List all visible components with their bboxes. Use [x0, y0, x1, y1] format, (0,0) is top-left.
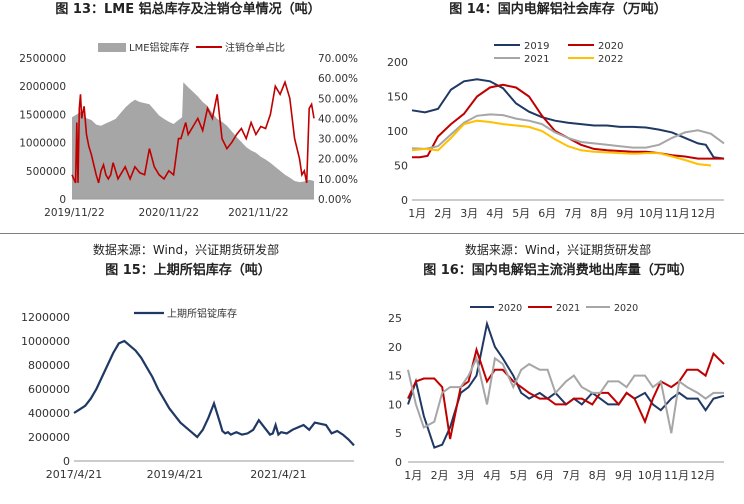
panel-fig14: 图 14：国内电解铝社会库存（万吨） 0 50 100 150 200 1月 2月 3月 4月 5…	[372, 0, 744, 230]
x-tick-label: 9月	[616, 207, 634, 220]
x-tick-label: 8月	[589, 469, 607, 482]
y-tick-label: 600000	[28, 383, 70, 396]
panel-fig16: 图 16：国内电解铝主流消费地出库量（万吨） 0 5 10 15 20 25 1月 2月 3月 4…	[372, 260, 744, 504]
chart-fig16: 0 5 10 15 20 25 1月 2月 3月 4月 5月 6月 7月 8月 9月 10月 11月 12月 202…	[388, 303, 725, 482]
x-tick-label: 2020/11/22	[139, 207, 200, 219]
legend-label-shfe-stock: 上期所铝锭库存	[167, 307, 237, 320]
y-tick-label: 800000	[28, 359, 70, 372]
y-tick-label-left: 1000000	[19, 138, 66, 150]
y-tick-label-right: 40.00%	[318, 113, 358, 125]
legend-label-0: 2020	[498, 303, 522, 314]
y-tick-label-left: 500000	[26, 166, 66, 178]
y-tick-label: 0	[395, 456, 402, 469]
series-line-2019	[411, 78, 725, 160]
y-tick-label: 50	[394, 160, 408, 173]
y-tick-label: 10	[388, 398, 402, 411]
chart-fig14: 0 50 100 150 200 1月 2月 3月 4月 5月 6月 7月 8月 9月 10月 11月 12月 2…	[387, 41, 725, 220]
panel-fig15: 图 15：上期所铝库存（吨） 0 200000 400000 600000 800000…	[8, 260, 368, 504]
x-tick-label: 2017/4/21	[46, 468, 102, 481]
y-tick-label-left: 0	[59, 194, 66, 206]
y-tick-label: 1200000	[21, 311, 70, 324]
x-tick-label: 12月	[690, 469, 715, 482]
x-tick-label: 2021/4/21	[250, 468, 306, 481]
y-tick-label-right: 60.00%	[318, 73, 358, 85]
y-tick-label: 0	[401, 194, 408, 207]
x-tick-label: 6月	[538, 207, 556, 220]
legend-label-2020: 2020	[598, 41, 623, 52]
series-line-0	[407, 319, 725, 449]
y-tick-label: 200	[387, 56, 408, 69]
series-line-2022	[411, 119, 712, 167]
legend-label-2021: 2021	[524, 54, 549, 65]
legend-label-lme-stock: LME铝锭库存	[129, 41, 190, 54]
x-tick-label: 1月	[408, 207, 426, 220]
x-tick-label: 2月	[431, 469, 449, 482]
chart-title: 图 13：LME 铝总库存及注销仓单情况（吨）	[55, 2, 321, 17]
x-tick-label: 4月	[483, 469, 501, 482]
y-tick-label: 1000000	[21, 335, 70, 348]
x-tick-label: 2021/11/22	[228, 207, 289, 219]
x-tick-label: 1月	[404, 469, 422, 482]
x-tick-label: 2月	[434, 207, 452, 220]
legend-label-2019: 2019	[524, 41, 549, 52]
y-tick-label: 0	[63, 455, 70, 468]
y-tick-label: 25	[388, 312, 402, 325]
y-tick-label: 15	[388, 370, 402, 383]
series-line-cancel-ratio	[71, 79, 315, 184]
series-line-shfe-stock	[73, 339, 355, 447]
y-tick-label: 20	[388, 341, 402, 354]
y-tick-label-right: 30.00%	[318, 134, 358, 146]
source-note-right: 数据来源：Wind，兴证期货研发部	[464, 243, 652, 257]
chart-fig15: 0 200000 400000 600000 800000 1000000 1200000 2…	[21, 307, 355, 481]
y-tick-label: 5	[395, 427, 402, 440]
x-tick-label: 5月	[510, 469, 528, 482]
y-tick-label: 150	[387, 91, 408, 104]
chart-title: 图 16：国内电解铝主流消费地出库量（万吨）	[423, 263, 693, 278]
x-tick-label: 9月	[615, 469, 633, 482]
legend-label-1: 2021	[556, 303, 580, 314]
source-note-left: 数据来源：Wind，兴证期货研发部	[92, 243, 280, 257]
x-tick-label: 2019/11/22	[44, 207, 105, 219]
x-tick-label: 4月	[486, 207, 504, 220]
divider	[0, 233, 744, 234]
x-tick-label: 10月	[638, 469, 663, 482]
series-line-2021	[411, 113, 725, 150]
y-tick-label-left: 2000000	[19, 81, 66, 93]
x-tick-label: 8月	[590, 207, 608, 220]
x-tick-label: 10月	[639, 207, 664, 220]
y-tick-label-right: 10.00%	[318, 174, 358, 186]
y-tick-label-right: 70.00%	[318, 53, 358, 65]
series-line-2	[407, 355, 724, 434]
legend-label-cancel-ratio: 注销仓单占比	[225, 41, 285, 54]
chart-fig13: 0 500000 1000000 1500000 2000000 2500000 0.00%…	[19, 41, 358, 219]
x-tick-label: 12月	[691, 207, 716, 220]
legend-label-2: 2020	[614, 303, 638, 314]
series-area-lme-stock	[72, 82, 314, 199]
x-tick-label: 11月	[664, 469, 689, 482]
legend-swatch-lme-stock	[98, 43, 126, 52]
x-tick-label: 3月	[460, 207, 478, 220]
chart-title: 图 15：上期所铝库存（吨）	[105, 263, 271, 278]
y-tick-label: 400000	[28, 407, 70, 420]
x-tick-label: 11月	[665, 207, 690, 220]
x-tick-label: 6月	[536, 469, 554, 482]
legend-label-2022: 2022	[598, 54, 623, 65]
chart-title: 图 14：国内电解铝社会库存（万吨）	[449, 2, 667, 17]
x-tick-label: 7月	[564, 207, 582, 220]
x-tick-label: 5月	[512, 207, 530, 220]
y-tick-label-right: 0.00%	[318, 194, 351, 206]
y-tick-label-left: 2500000	[19, 53, 66, 65]
panel-fig13: 图 13：LME 铝总库存及注销仓单情况（吨） 0 500000 1000000 15…	[8, 0, 368, 230]
y-tick-label: 200000	[28, 431, 70, 444]
y-tick-label-right: 50.00%	[318, 93, 358, 105]
x-tick-label: 3月	[457, 469, 475, 482]
y-tick-label-left: 1500000	[19, 109, 66, 121]
y-tick-label-right: 20.00%	[318, 154, 358, 166]
x-tick-label: 2019/4/21	[147, 468, 203, 481]
y-tick-label: 100	[387, 125, 408, 138]
x-tick-label: 7月	[562, 469, 580, 482]
